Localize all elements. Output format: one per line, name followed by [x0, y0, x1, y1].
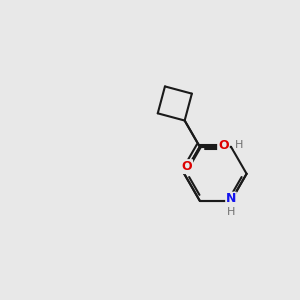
Text: O: O	[182, 160, 192, 173]
Text: O: O	[218, 139, 229, 152]
Text: N: N	[226, 192, 236, 205]
Text: H: H	[235, 140, 244, 150]
Text: H: H	[227, 207, 235, 217]
